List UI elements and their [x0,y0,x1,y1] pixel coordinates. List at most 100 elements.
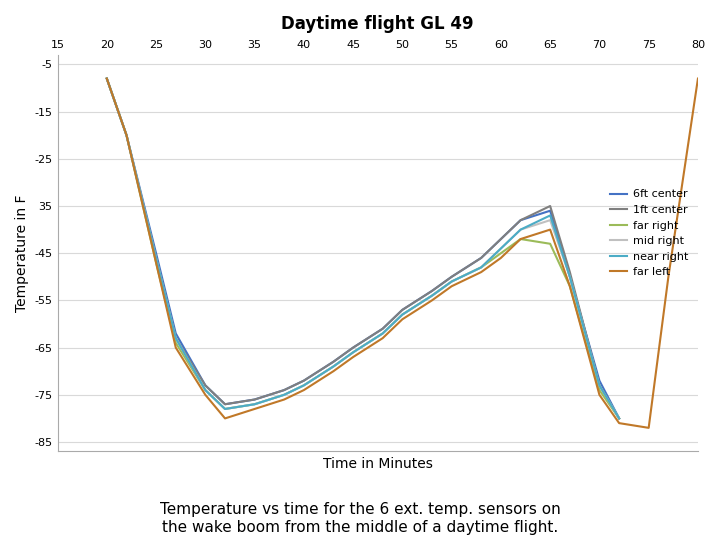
Text: Temperature vs time for the 6 ext. temp. sensors on
the wake boom from the middl: Temperature vs time for the 6 ext. temp.… [160,502,560,535]
6ft center [497,236,505,242]
near right [122,132,131,138]
1ft center [329,359,338,365]
far right [516,236,525,242]
far left [378,335,387,341]
6ft center [595,377,604,384]
far right [398,312,407,318]
far left [280,396,289,403]
far left [615,420,624,427]
1ft center [615,415,624,422]
far left [497,255,505,261]
far left [201,392,210,398]
far left [477,269,485,275]
far right [329,363,338,370]
1ft center [565,269,574,275]
mid right [171,335,180,341]
6ft center [398,307,407,313]
Line: 6ft center: 6ft center [107,79,619,418]
1ft center [201,382,210,389]
far left [516,236,525,242]
mid right [497,245,505,252]
1ft center [171,335,180,341]
far right [447,278,456,285]
6ft center [171,330,180,336]
near right [447,278,456,285]
Y-axis label: Temperature in F: Temperature in F [15,194,29,312]
6ft center [565,274,574,280]
1ft center [477,255,485,261]
6ft center [477,255,485,261]
far right [221,406,230,412]
6ft center [300,377,308,384]
far right [565,283,574,289]
1ft center [378,326,387,332]
far right [102,76,111,82]
far right [280,392,289,398]
far left [428,297,436,303]
6ft center [428,288,436,294]
near right [280,392,289,398]
6ft center [122,132,131,138]
1ft center [595,382,604,389]
Title: Daytime flight GL 49: Daytime flight GL 49 [282,15,474,33]
far right [615,415,624,422]
6ft center [201,382,210,389]
Line: 1ft center: 1ft center [107,79,619,418]
mid right [378,330,387,336]
mid right [251,401,259,408]
mid right [201,387,210,393]
near right [595,382,604,389]
far right [477,264,485,271]
near right [378,330,387,336]
X-axis label: Time in Minutes: Time in Minutes [323,457,433,471]
near right [546,212,554,219]
near right [477,264,485,271]
far right [595,387,604,393]
far left [152,259,161,266]
mid right [348,349,357,355]
1ft center [497,236,505,242]
far right [251,401,259,408]
1ft center [348,345,357,351]
Line: near right: near right [107,79,619,418]
1ft center [428,288,436,294]
far left [398,316,407,322]
mid right [595,382,604,389]
1ft center [152,255,161,261]
near right [329,363,338,370]
mid right [447,278,456,285]
1ft center [280,387,289,393]
far right [348,349,357,355]
near right [615,415,624,422]
far left [221,415,230,422]
mid right [477,264,485,271]
mid right [398,312,407,318]
far right [300,382,308,389]
6ft center [152,250,161,256]
mid right [122,132,131,138]
Line: far right: far right [107,79,619,418]
mid right [221,406,230,412]
mid right [280,392,289,398]
near right [497,245,505,252]
near right [565,274,574,280]
near right [348,349,357,355]
1ft center [447,274,456,280]
far left [102,76,111,82]
mid right [546,217,554,224]
far left [329,368,338,374]
mid right [152,255,161,261]
1ft center [102,76,111,82]
mid right [615,415,624,422]
far left [348,354,357,360]
near right [171,335,180,341]
6ft center [221,401,230,408]
6ft center [378,326,387,332]
mid right [565,274,574,280]
1ft center [398,307,407,313]
near right [398,312,407,318]
far left [693,76,702,82]
far right [546,240,554,247]
near right [516,226,525,233]
6ft center [329,359,338,365]
